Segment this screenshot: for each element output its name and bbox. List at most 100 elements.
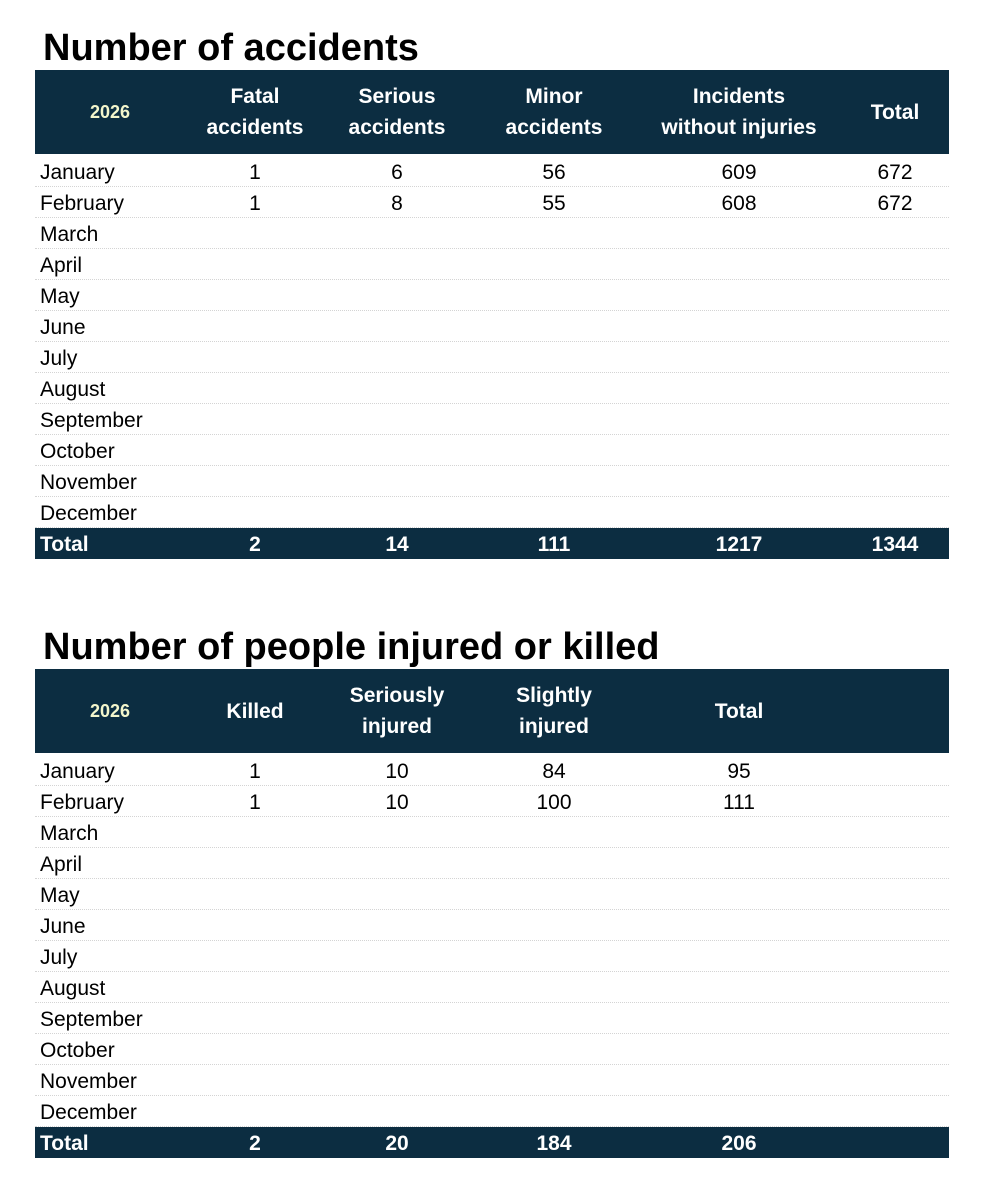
table-cell [190,910,320,941]
table-cell: 95 [727,760,751,783]
table-cell [849,311,941,342]
table-cell: 55 [542,192,566,215]
table-cell [332,972,462,1003]
table-cell [332,218,462,249]
total-value: 2 [249,533,261,556]
table-cell [629,1003,849,1034]
table-cell [629,941,849,972]
month-label: October [40,1039,115,1062]
month-label: May [40,884,80,907]
month-label: October [40,440,115,463]
table-cell [489,373,619,404]
header-killed: Killed [226,699,284,723]
table-cell [332,435,462,466]
table-row: November [35,466,949,497]
month-label: December [40,1101,137,1124]
month-label: February [40,192,125,215]
header-slightly-injured: Slightly injured [516,684,592,738]
table-cell [629,373,849,404]
table-cell [190,941,320,972]
table-cell [489,404,619,435]
table-cell: 1 [249,161,261,184]
table-cell [629,466,849,497]
table-cell [849,404,941,435]
table-cell [629,1096,849,1127]
table-cell [332,1065,462,1096]
table-cell [190,280,320,311]
month-label: March [40,223,99,246]
total-value: 14 [385,533,409,556]
table-cell [629,497,849,528]
table-cell [489,972,619,1003]
table-cell: 100 [536,791,572,814]
total-value: 20 [385,1132,409,1155]
table-cell [332,879,462,910]
people-title: Number of people injured or killed [43,626,660,668]
table-cell [332,497,462,528]
table-row: November [35,1065,949,1096]
table-cell [629,910,849,941]
table-row: May [35,879,949,910]
table-cell [190,1096,320,1127]
header-fatal-accidents: Fatal accidents [206,85,304,139]
table-cell [629,280,849,311]
table-row: May [35,280,949,311]
table-cell [849,466,941,497]
table-cell [629,311,849,342]
table-row: September [35,1003,949,1034]
table-cell [332,249,462,280]
table-cell [489,466,619,497]
table-cell [849,342,941,373]
total-value: 111 [537,533,571,556]
people-body: January 1 10 84 95 February 1 10 100 111 March Apri… [35,753,949,1127]
table-cell [190,879,320,910]
table-cell [489,342,619,373]
table-cell [190,1065,320,1096]
table-cell [629,435,849,466]
table-cell [332,817,462,848]
header-total: Total [870,100,920,124]
table-cell: 56 [542,161,566,184]
table-cell [190,373,320,404]
table-cell [190,249,320,280]
table-row: October [35,1034,949,1065]
table-cell [332,1003,462,1034]
people-total-row: Total 2 20 184 206 [35,1127,949,1158]
table-cell [190,972,320,1003]
table-cell [849,435,941,466]
total-value: 184 [536,1132,572,1155]
table-cell: 608 [721,192,757,215]
month-label: December [40,502,137,525]
table-cell [849,497,941,528]
accidents-body: January 1 6 56 609 672 February 1 8 55 608 672 March… [35,154,949,528]
table-cell [190,435,320,466]
table-cell [190,817,320,848]
table-cell [849,373,941,404]
table-row: April [35,848,949,879]
table-cell: 609 [721,161,757,184]
month-label: April [40,254,83,277]
table-cell [332,280,462,311]
header-incidents-without-injuries: Incidents without injuries [661,85,817,139]
table-cell [190,1003,320,1034]
table-cell [190,311,320,342]
table-cell [332,848,462,879]
table-cell [489,249,619,280]
table-cell [489,941,619,972]
table-cell [332,311,462,342]
table-row: August [35,373,949,404]
month-label: April [40,853,83,876]
month-label: January [40,161,115,184]
header-seriously-injured: Seriously injured [349,684,445,738]
month-label: August [40,378,106,401]
table-row: January 1 10 84 95 [35,755,949,786]
table-cell [332,373,462,404]
table-row: February 1 10 100 111 [35,786,949,817]
total-value: 1217 [715,533,763,556]
total-label: Total [40,533,89,556]
table-cell [489,435,619,466]
accidents-table: 2026 Fatal accidents Serious accidents M… [35,70,949,559]
table-cell [489,1065,619,1096]
total-value: 2 [249,1132,261,1155]
month-label: March [40,822,99,845]
